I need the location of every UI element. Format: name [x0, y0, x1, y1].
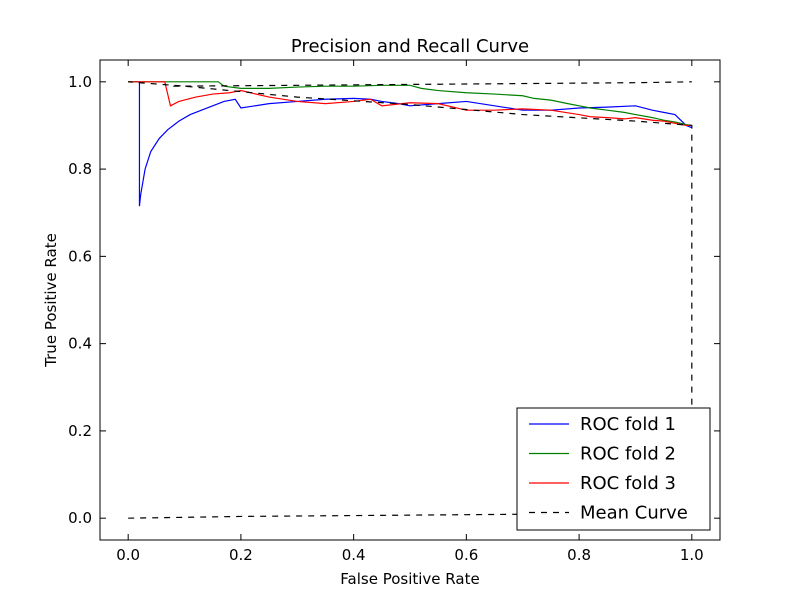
x-tick-label: 0.4	[342, 546, 366, 564]
x-tick-label: 0.8	[567, 546, 591, 564]
x-tick-label: 0.6	[454, 546, 478, 564]
legend-label: ROC fold 1	[580, 414, 676, 435]
series-line-1	[128, 81, 693, 207]
legend-label: ROC fold 3	[580, 473, 676, 494]
y-tick-label: 0.4	[68, 335, 92, 353]
y-axis-title: True Positive Rate	[42, 233, 60, 368]
y-tick-label: 0.0	[68, 509, 92, 527]
ticks-layer: 0.0 0.2 0.4 0.6 0.8 1.0 0.0 0.2 0.4 0.6 0.8 1.0	[68, 60, 720, 564]
y-tick-label: 0.6	[68, 247, 92, 265]
legend-label: ROC fold 2	[580, 444, 676, 465]
legend-label: Mean Curve	[580, 503, 688, 524]
x-tick-label: 1.0	[680, 546, 704, 564]
y-tick-label: 0.8	[68, 160, 92, 178]
chart-title: Precision and Recall Curve	[291, 36, 529, 57]
series-layer	[128, 81, 693, 519]
plot-frame	[99, 59, 721, 541]
series-line-4	[128, 81, 693, 519]
y-tick-label: 1.0	[68, 73, 92, 91]
series-line-3	[128, 81, 692, 127]
x-tick-label: 0.2	[229, 546, 253, 564]
legend-box	[516, 407, 711, 531]
legend: ROC fold 1 ROC fold 2 ROC fold 3 Mean Curve	[516, 407, 711, 531]
y-tick-label: 0.2	[68, 422, 92, 440]
x-axis-title: False Positive Rate	[340, 570, 479, 588]
series-line-5	[173, 81, 692, 87]
series-line-2	[128, 81, 692, 127]
x-tick-label: 0.0	[116, 546, 140, 564]
